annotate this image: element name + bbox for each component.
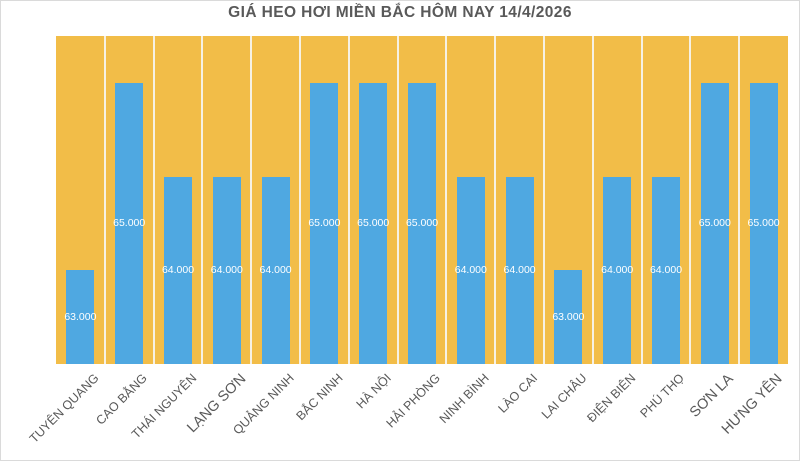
category-axis-label: ĐIỆN BIÊN [583, 371, 639, 426]
category-axis-label: BẮC NINH [293, 371, 346, 424]
category-axis-label: NINH BÌNH [436, 371, 492, 427]
plot-area: 63.000 65.000 64.000 64.000 64.000 65.000 65.0… [56, 36, 788, 364]
category-separator-gridline [250, 36, 253, 364]
bar-value-label: 63.000 [64, 311, 97, 324]
category-separator-gridline [103, 36, 106, 364]
bar-điện-biên: 64.000 [601, 176, 634, 364]
category-separator-gridline [543, 36, 545, 364]
category-separator-gridline [640, 36, 643, 364]
bar-value-label: 63.000 [552, 311, 585, 324]
bar-value-label: 65.000 [308, 217, 341, 230]
bar-cao-bằng: 65.000 [113, 82, 146, 364]
category-axis-label: SƠN LA [687, 371, 738, 421]
category-separator-gridline [689, 36, 692, 364]
category-separator-gridline [445, 36, 448, 364]
bar-ninh-bình: 64.000 [454, 176, 487, 364]
category-separator-gridline [152, 36, 155, 364]
category-separator-gridline [299, 36, 301, 364]
bar-hưng-yên: 65.000 [747, 82, 780, 364]
category-separator-gridline [591, 36, 594, 364]
chart-title: GIÁ HEO HƠI MIỀN BẮC HÔM NAY 14/4/2026 [228, 4, 572, 21]
category-separator-gridline [201, 36, 204, 364]
bar-value-label: 65.000 [357, 217, 390, 230]
bar-value-label: 65.000 [113, 217, 146, 230]
category-axis: TUYÊN QUANG CAO BẰNG THÁI NGUYÊN LẠNG SƠN QU… [1, 371, 799, 460]
category-separator-gridline [396, 36, 399, 364]
category-axis-label: PHÚ THỌ [637, 371, 687, 421]
bar-value-label: 64.000 [649, 264, 683, 277]
bar-value-label: 64.000 [210, 264, 243, 277]
bar-thái-nguyên: 64.000 [161, 176, 195, 364]
bar-value-label: 64.000 [454, 264, 487, 277]
bar-tuyên-quang: 63.000 [64, 270, 97, 364]
bar-hà-nội: 65.000 [357, 82, 390, 364]
category-separator-gridline [494, 36, 497, 364]
bar-value-label: 65.000 [747, 217, 780, 230]
category-axis-label: TUYÊN QUANG [26, 371, 102, 446]
bar-value-label: 64.000 [161, 264, 195, 277]
category-axis-label: HÀ NỘI [353, 371, 395, 412]
bar-lạng-sơn: 64.000 [210, 176, 243, 364]
bar-hải-phòng: 65.000 [405, 82, 439, 364]
bar-value-label: 65.000 [405, 217, 439, 230]
bar-value-label: 64.000 [259, 264, 292, 277]
bar-value-label: 64.000 [503, 264, 536, 277]
category-axis-label: LAI CHÂU [538, 371, 590, 422]
bar-phú-thọ: 64.000 [649, 176, 683, 364]
bar-value-label: 65.000 [698, 217, 731, 230]
category-axis-label: LÀO CAI [495, 371, 541, 416]
bar-lào-cai: 64.000 [503, 176, 536, 364]
bar-quảng-ninh: 64.000 [259, 176, 292, 364]
bar-sơn-la: 65.000 [698, 82, 731, 364]
bar-value-label: 64.000 [601, 264, 634, 277]
category-separator-gridline [347, 36, 350, 364]
category-separator-gridline [738, 36, 741, 364]
bar-lai-châu: 63.000 [552, 270, 585, 364]
bar-bắc-ninh: 65.000 [308, 82, 341, 364]
